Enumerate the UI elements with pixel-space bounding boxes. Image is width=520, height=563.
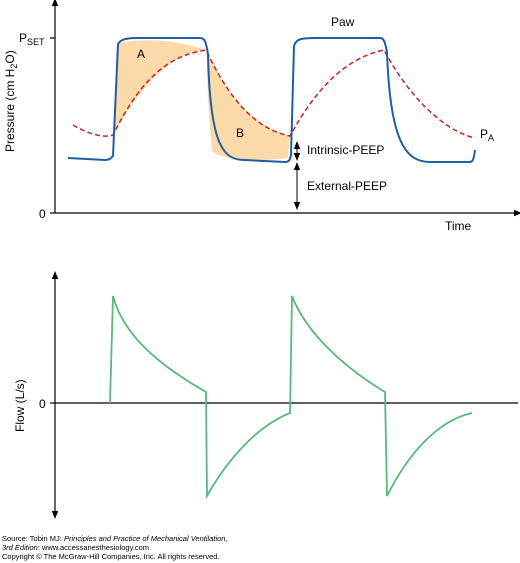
flow-y-axis-label: Flow (L/s) [13,379,27,432]
source-line-2: 3rd Edition: www.accessanesthesiology.co… [2,543,149,552]
pressure-y-axis-label: Pressure (cm H2O) [3,50,19,152]
time-axis-label: Time [445,219,472,233]
area-a-label: A [137,47,145,61]
area-b-label: B [236,126,244,140]
pa-label: PA [480,127,494,143]
area-a [113,40,206,135]
area-b [207,50,290,160]
pressure-zero-label: 0 [39,207,46,221]
external-peep-label: External-PEEP [307,179,387,193]
paw-label: Paw [331,15,355,29]
source-credit: Source: Tobin MJ: Principles and Practic… [2,534,228,561]
flow-line [109,295,473,500]
flow-panel: Flow (L/s) 0 [13,271,518,519]
source-line-1: Source: Tobin MJ: Principles and Practic… [2,534,228,543]
flow-zero-label: 0 [39,397,46,411]
pset-label: PSET [19,31,45,47]
pressure-panel: Pressure (cm H2O) PSET 0 Time Paw PA A B… [3,0,520,233]
airway-pressure-line [67,37,476,164]
source-line-3: Copyright © The McGraw-Hill Companies, I… [2,552,220,561]
intrinsic-peep-label: Intrinsic-PEEP [307,143,384,157]
